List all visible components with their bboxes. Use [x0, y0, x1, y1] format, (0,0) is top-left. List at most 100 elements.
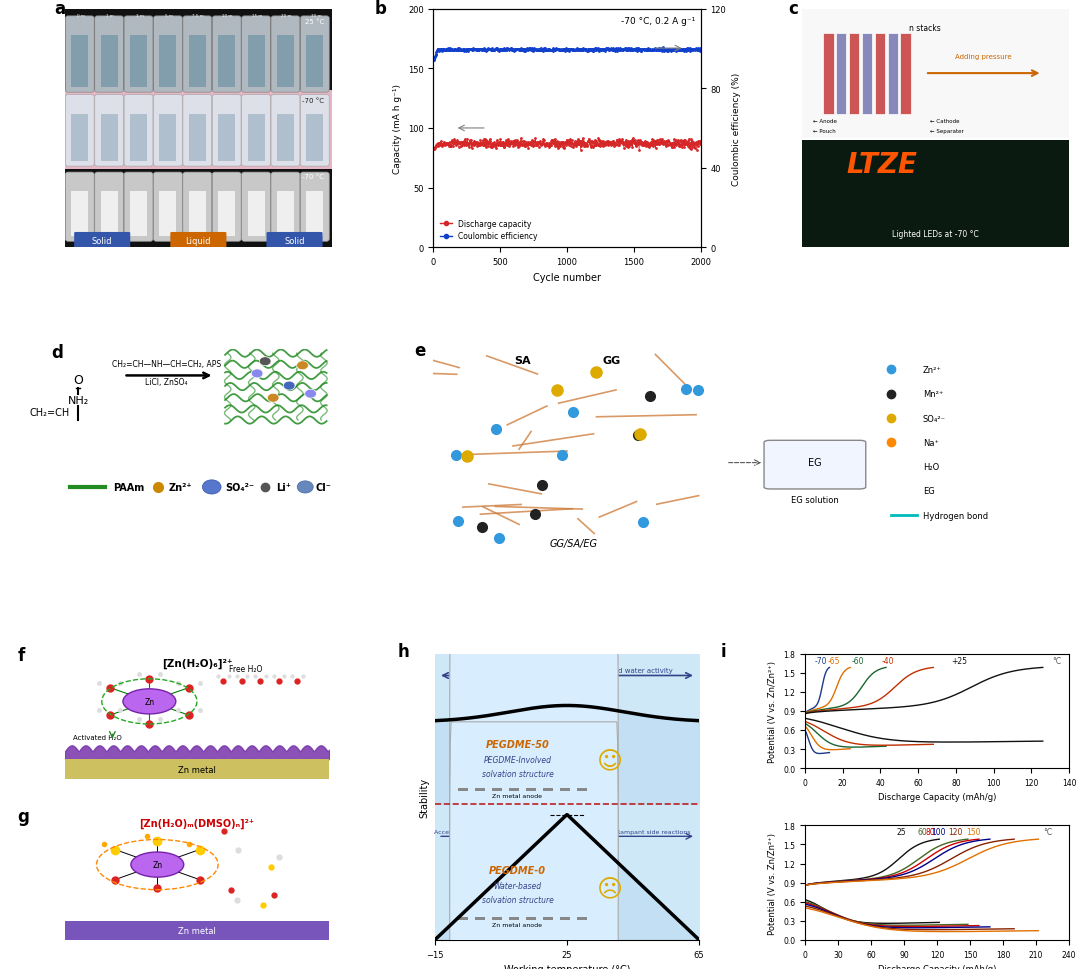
Circle shape	[283, 382, 295, 391]
FancyBboxPatch shape	[95, 172, 123, 242]
Text: g: g	[17, 807, 29, 825]
Text: d: d	[52, 344, 64, 361]
Text: a: a	[54, 0, 65, 18]
Text: Lighted LEDs at -70 °C: Lighted LEDs at -70 °C	[892, 230, 978, 238]
Bar	[492, 788, 502, 792]
Text: Li⁺: Li⁺	[275, 483, 291, 492]
Text: EG: EG	[923, 487, 934, 496]
Bar	[160, 36, 176, 88]
Text: ← Cathode: ← Cathode	[930, 119, 960, 124]
Bar	[276, 114, 294, 162]
Bar	[307, 114, 323, 162]
Text: Zn²⁺: Zn²⁺	[168, 483, 192, 492]
Text: Water-based: Water-based	[494, 881, 541, 890]
Text: 25 °C: 25 °C	[305, 19, 324, 25]
Circle shape	[123, 689, 176, 714]
Text: EG: EG	[808, 458, 822, 468]
FancyBboxPatch shape	[183, 16, 212, 93]
Text: 20 m: 20 m	[281, 15, 292, 18]
Circle shape	[131, 852, 184, 877]
Text: 1 m: 1 m	[106, 15, 114, 18]
FancyBboxPatch shape	[213, 172, 241, 242]
Bar	[100, 114, 118, 162]
Text: Zn metal anode: Zn metal anode	[492, 922, 542, 927]
Bar	[65, 760, 329, 779]
Text: O: O	[73, 374, 83, 387]
Bar	[802, 141, 1069, 248]
Bar	[862, 34, 872, 114]
Bar	[276, 192, 294, 237]
Text: +25: +25	[951, 656, 968, 665]
Text: 0 m: 0 m	[77, 15, 85, 18]
Bar	[849, 34, 860, 114]
X-axis label: Discharge Capacity (mAh/g): Discharge Capacity (mAh/g)	[878, 793, 996, 801]
FancyBboxPatch shape	[124, 172, 153, 242]
Text: Preferential surface adsorption and decreased water activity: Preferential surface adsorption and decr…	[461, 667, 673, 673]
Bar	[307, 192, 323, 237]
Circle shape	[202, 481, 221, 494]
FancyBboxPatch shape	[300, 16, 329, 93]
FancyBboxPatch shape	[65, 16, 94, 93]
Text: °C: °C	[1052, 656, 1062, 665]
Text: Rampant side reactions: Rampant side reactions	[616, 828, 690, 833]
FancyBboxPatch shape	[153, 96, 183, 167]
FancyBboxPatch shape	[124, 16, 153, 93]
Text: 15 m: 15 m	[252, 15, 262, 18]
FancyBboxPatch shape	[242, 16, 270, 93]
Text: ← Pouch: ← Pouch	[813, 129, 836, 134]
Text: Zn²⁺: Zn²⁺	[923, 365, 942, 374]
FancyBboxPatch shape	[75, 233, 131, 249]
Text: Cl⁻: Cl⁻	[315, 483, 332, 492]
Text: GG: GG	[603, 356, 621, 365]
Text: NH₂: NH₂	[68, 395, 89, 405]
Text: 5 m: 5 m	[165, 15, 173, 18]
Circle shape	[267, 393, 279, 403]
FancyBboxPatch shape	[271, 172, 300, 242]
Bar	[189, 36, 206, 88]
Bar	[276, 36, 294, 88]
Text: Accelerated dendrites growth: Accelerated dendrites growth	[434, 828, 528, 833]
Bar	[888, 34, 897, 114]
Text: LTZE: LTZE	[847, 150, 918, 178]
FancyBboxPatch shape	[242, 172, 270, 242]
Bar	[189, 114, 206, 162]
Text: Zn: Zn	[152, 860, 162, 869]
Bar	[543, 788, 553, 792]
Text: h: h	[397, 642, 409, 661]
Text: ← Anode: ← Anode	[813, 119, 837, 124]
Text: Zn: Zn	[145, 697, 154, 706]
Circle shape	[259, 358, 271, 366]
Bar	[509, 917, 518, 921]
Text: Adding pressure: Adding pressure	[956, 53, 1012, 60]
Text: 7.5 m: 7.5 m	[192, 15, 204, 18]
Bar	[218, 114, 235, 162]
FancyBboxPatch shape	[153, 172, 183, 242]
X-axis label: Working temperature (°C): Working temperature (°C)	[503, 964, 631, 969]
Bar	[130, 192, 147, 237]
Y-axis label: Stability: Stability	[419, 777, 429, 817]
Bar	[189, 192, 206, 237]
Bar	[577, 917, 586, 921]
FancyBboxPatch shape	[449, 722, 618, 969]
Text: 3 m: 3 m	[136, 15, 144, 18]
Text: LiCl, ZnSO₄: LiCl, ZnSO₄	[145, 378, 188, 387]
Text: -40: -40	[882, 656, 894, 665]
FancyBboxPatch shape	[449, 594, 618, 926]
Text: 150: 150	[966, 828, 981, 836]
Bar	[475, 917, 485, 921]
Text: [Zn(H₂O)ₘ(DMSO)ₙ]²⁺: [Zn(H₂O)ₘ(DMSO)ₙ]²⁺	[139, 818, 255, 828]
FancyBboxPatch shape	[300, 172, 329, 242]
Bar	[130, 36, 147, 88]
Bar	[802, 10, 1069, 139]
Text: f: f	[17, 646, 25, 665]
Text: -70: -70	[814, 656, 827, 665]
Text: 100: 100	[931, 828, 945, 836]
Bar	[218, 36, 235, 88]
Bar	[526, 917, 536, 921]
Bar	[543, 917, 553, 921]
Text: Hydrogen bond: Hydrogen bond	[923, 512, 988, 520]
Text: -70 °C, 0.2 A g⁻¹: -70 °C, 0.2 A g⁻¹	[621, 16, 696, 26]
Text: PEGDME-50: PEGDME-50	[486, 739, 550, 749]
FancyBboxPatch shape	[171, 233, 227, 249]
Bar	[100, 36, 118, 88]
